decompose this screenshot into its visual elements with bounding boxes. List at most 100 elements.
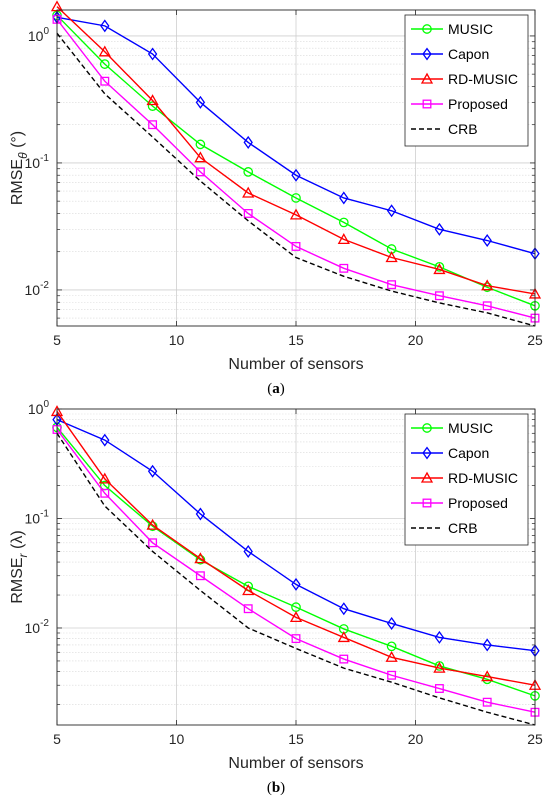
chart-b-series-crb-line bbox=[56, 432, 536, 726]
chart-a-legend-crb-label: CRB bbox=[448, 121, 478, 137]
chart-a-series-rd-music-point bbox=[433, 263, 446, 275]
chart-a-legend-rd-music-label: RD-MUSIC bbox=[448, 71, 518, 87]
chart-a-x-tick-label: 10 bbox=[169, 332, 185, 348]
chart-a-axes-box bbox=[56, 9, 536, 327]
chart-a-series-capon-point bbox=[147, 47, 158, 61]
chart-b-series-rd-music-line bbox=[56, 411, 536, 686]
chart-a-series-crb-line bbox=[56, 32, 536, 327]
chart-b-series-capon-point bbox=[339, 602, 349, 616]
chart-b-legend: MUSIC Capon RD-MUSIC Proposed CRB bbox=[404, 413, 529, 546]
chart-b-x-tick-label: 25 bbox=[527, 731, 543, 747]
chart-b-axes-box bbox=[56, 408, 536, 726]
chart-a-series-rd-music-point bbox=[146, 94, 159, 106]
chart-b-series-rd-music-point bbox=[146, 518, 159, 530]
chart-b-legend-capon-label: Capon bbox=[448, 445, 489, 461]
chart-a-legend-proposed-label: Proposed bbox=[448, 96, 508, 112]
chart-b-panel-label: (b) bbox=[267, 780, 285, 796]
chart-b-series-music-point bbox=[195, 554, 206, 565]
chart-a-series-rd-music-point bbox=[481, 279, 494, 291]
chart-a-series-proposed-point bbox=[482, 301, 492, 311]
chart-b-series-rd-music-point bbox=[98, 472, 111, 484]
chart-b-legend-music-marker bbox=[422, 423, 432, 433]
chart-b-series-capon-point bbox=[100, 433, 110, 447]
chart-b-series-rd-music-point bbox=[481, 670, 494, 682]
chart-b-x-tick-label: 20 bbox=[408, 731, 424, 747]
chart-a-series-proposed-point bbox=[195, 167, 205, 177]
chart-b-legend-crb-label: CRB bbox=[448, 520, 478, 536]
chart-b-series-proposed-point bbox=[387, 670, 397, 680]
chart-a-series-music-point bbox=[434, 261, 445, 272]
chart-a-series-music-point bbox=[99, 59, 110, 69]
chart-a-series-group bbox=[50, 0, 542, 327]
chart-a-x-tick-label: 25 bbox=[527, 332, 543, 348]
chart-a-series-proposed-point bbox=[148, 120, 158, 130]
chart-a-legend-rd-music-marker bbox=[420, 72, 434, 84]
chart-b-series-rd-music-point bbox=[194, 552, 207, 564]
chart-a-series-capon-point bbox=[291, 168, 301, 182]
chart-b-series-capon-point bbox=[195, 507, 206, 521]
chart-b-series-rd-music-point bbox=[289, 611, 303, 623]
chart-a-series-capon-point bbox=[434, 222, 445, 236]
chart-a-series-music-point bbox=[291, 193, 301, 203]
chart-b-legend-proposed-marker bbox=[422, 498, 432, 508]
chart-b-series-capon-point bbox=[291, 577, 301, 591]
chart-a-series-rd-music-point bbox=[385, 251, 398, 263]
chart-a-x-axis-label: Number of sensors bbox=[228, 356, 363, 373]
chart-a-series-music-point bbox=[195, 139, 206, 150]
chart-b-y-tick-label: 100 bbox=[28, 400, 50, 417]
chart-a-legend-capon-label: Capon bbox=[448, 46, 489, 62]
chart-a-series-music-point bbox=[338, 217, 349, 228]
chart-b-x-tick-label: 5 bbox=[53, 731, 61, 747]
chart-a-minor-grid bbox=[57, 41, 535, 319]
chart-b-y-tick-label: 10-2 bbox=[25, 618, 50, 636]
chart-a-series-music-line bbox=[56, 14, 536, 307]
chart-b-series-proposed-point bbox=[148, 538, 158, 548]
chart-b-series-capon-point bbox=[243, 544, 253, 558]
chart-b-legend-rd-music-label: RD-MUSIC bbox=[448, 470, 518, 486]
chart-a-series-rd-music-point bbox=[194, 151, 207, 163]
chart-b-series-proposed-point bbox=[195, 571, 205, 581]
chart-b-series-proposed-point bbox=[100, 488, 110, 498]
chart-b-y-tick-label: 10-1 bbox=[25, 508, 50, 526]
chart-a-series-capon-line bbox=[56, 16, 536, 255]
chart-a-legend-proposed-marker bbox=[422, 99, 432, 109]
chart-b-legend-rd-music-marker bbox=[420, 471, 434, 483]
chart-a-x-tick-label: 15 bbox=[288, 332, 304, 348]
chart-b: 100 10-1 10-2 5 10 15 20 25 MUSIC Capon RD-MUSIC Pr… bbox=[9, 400, 543, 796]
chart-b-series-music-point bbox=[147, 521, 158, 532]
chart-a-y-tick-label: 100 bbox=[28, 26, 50, 44]
chart-a-y-tick-label: 10-1 bbox=[25, 153, 50, 171]
chart-b-series-proposed-line bbox=[56, 429, 536, 713]
chart-a-y-tick-label: 10-2 bbox=[25, 280, 50, 298]
chart-b-series-rd-music-point bbox=[433, 661, 446, 673]
chart-a-series-proposed-point bbox=[339, 263, 349, 273]
chart-a: 100 10-1 10-2 5 10 15 20 25 MUSIC Capon RD-MUSIC Pr… bbox=[9, 0, 543, 397]
chart-b-legend-proposed-label: Proposed bbox=[448, 495, 508, 511]
chart-a-series-proposed-point bbox=[291, 241, 301, 251]
chart-b-series-capon-point bbox=[147, 464, 158, 478]
chart-a-legend: MUSIC Capon RD-MUSIC Proposed CRB bbox=[404, 14, 529, 147]
chart-a-legend-music-marker bbox=[422, 24, 432, 34]
chart-a-series-proposed-point bbox=[243, 209, 253, 218]
chart-a-series-capon-point bbox=[100, 19, 110, 33]
chart-a-series-capon-point bbox=[386, 204, 397, 218]
chart-a-series-rd-music-point bbox=[242, 186, 255, 198]
chart-b-series-proposed-point bbox=[243, 604, 253, 614]
chart-a-series-capon-point bbox=[243, 135, 253, 149]
chart-b-y-axis-label: RMSEr (λ) bbox=[9, 530, 30, 603]
chart-b-series-capon-point bbox=[434, 630, 445, 644]
chart-a-series-rd-music-line bbox=[56, 6, 536, 295]
chart-a-series-capon-point bbox=[195, 95, 206, 109]
chart-b-series-proposed-point bbox=[434, 684, 444, 693]
chart-a-series-music-point bbox=[243, 167, 254, 177]
chart-b-series-proposed-point bbox=[291, 634, 301, 644]
chart-b-x-axis-label: Number of sensors bbox=[228, 755, 363, 772]
chart-a-series-proposed-point bbox=[387, 280, 397, 290]
chart-a-series-proposed-line bbox=[56, 18, 536, 319]
chart-a-series-proposed-point bbox=[434, 291, 444, 301]
chart-a-series-rd-music-point bbox=[337, 233, 350, 245]
chart-a-legend-capon-marker bbox=[422, 47, 432, 61]
chart-a-x-tick-label: 5 bbox=[53, 332, 61, 348]
chart-a-series-capon-point bbox=[482, 233, 492, 248]
